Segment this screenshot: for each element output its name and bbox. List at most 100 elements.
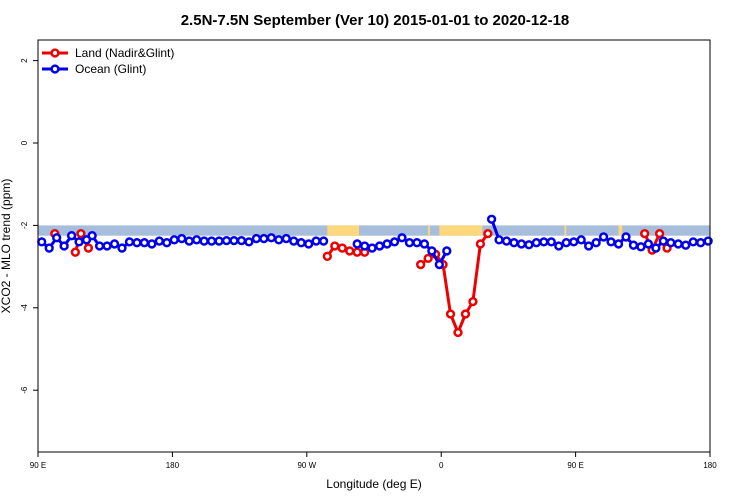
land-band-segment <box>618 225 623 236</box>
land-band-segment <box>327 225 360 236</box>
land-band-segment <box>564 225 567 236</box>
data-point <box>445 309 456 319</box>
legend-label: Ocean (Glint) <box>75 62 146 76</box>
data-point <box>419 239 430 249</box>
data-point <box>102 241 112 251</box>
x-tick-label: 0 <box>439 461 444 470</box>
y-axis-label: XCO2 - MLO trend (ppm) <box>0 179 13 314</box>
x-axis: 90 E 180 90 W 0 90 E 180 <box>30 452 717 470</box>
data-point <box>666 238 676 248</box>
data-point <box>37 237 47 247</box>
data-point <box>229 235 239 246</box>
data-point <box>52 233 62 243</box>
legend-marker <box>50 48 60 58</box>
data-point <box>199 236 209 246</box>
data-point <box>539 237 549 247</box>
data-point <box>636 242 646 252</box>
data-point <box>416 259 426 270</box>
y-tick-label: 2 <box>20 58 29 63</box>
data-point <box>59 241 69 251</box>
data-point <box>139 238 150 248</box>
data-point <box>94 241 105 251</box>
x-tick-label: 180 <box>166 461 180 470</box>
data-point <box>591 238 601 248</box>
y-axis: 2 0 -2 -4 -6 <box>20 58 38 394</box>
data-point <box>483 228 493 239</box>
data-point <box>251 233 262 244</box>
data-point <box>509 238 519 248</box>
data-point <box>70 247 80 257</box>
data-point <box>117 243 127 253</box>
data-point <box>598 232 609 242</box>
data-point <box>360 241 370 251</box>
x-tick-label: 90 E <box>567 461 583 470</box>
plot-frame <box>37 39 711 453</box>
x-tick-label: 180 <box>703 461 717 470</box>
legend-label: Land (Nadir&Glint) <box>75 46 174 60</box>
data-point <box>74 237 84 247</box>
data-point <box>475 239 486 249</box>
data-point <box>397 233 407 243</box>
data-point <box>546 237 556 247</box>
data-point <box>516 239 527 249</box>
data-point <box>382 239 392 249</box>
data-point <box>330 241 340 251</box>
data-point <box>322 251 332 261</box>
data-point <box>44 243 54 253</box>
data-point <box>192 235 202 245</box>
x-tick-label: 90 E <box>30 461 46 470</box>
land-band-segment <box>439 225 483 236</box>
data-point <box>673 239 683 249</box>
data-point <box>651 243 661 253</box>
x-axis-label: Longitude (deg E) <box>326 477 421 491</box>
data-point <box>524 240 534 250</box>
data-point <box>561 238 571 248</box>
data-point <box>389 237 400 247</box>
data-point <box>352 247 362 257</box>
data-point <box>427 246 437 256</box>
data-point <box>628 240 639 250</box>
data-point <box>259 233 269 244</box>
data-point <box>352 239 362 249</box>
data-point <box>606 237 616 247</box>
data-point <box>109 239 120 249</box>
ocean-band <box>38 225 710 236</box>
data-point <box>576 235 586 245</box>
data-point <box>531 238 542 248</box>
land-band-segment <box>428 225 430 236</box>
legend-marker <box>50 64 60 74</box>
data-point <box>337 243 347 253</box>
data-point <box>311 236 321 246</box>
data-point <box>147 239 157 249</box>
data-point <box>367 243 377 253</box>
chart-title: 2.5N-7.5N September (Ver 10) 2015-01-01 … <box>181 12 570 29</box>
data-point <box>374 241 385 251</box>
x-tick-label: 90 W <box>297 461 316 470</box>
data-point <box>654 228 665 239</box>
data-point <box>169 235 179 245</box>
y-tick-label: -2 <box>20 221 29 229</box>
data-point <box>460 309 471 319</box>
data-point <box>296 238 306 248</box>
data-point <box>87 231 97 241</box>
data-point <box>584 241 594 251</box>
data-point <box>83 243 94 253</box>
data-point <box>345 246 355 256</box>
y-tick-label: -4 <box>20 304 29 312</box>
data-point <box>304 239 314 249</box>
data-point <box>640 228 650 239</box>
data-point <box>703 236 713 246</box>
data-point <box>494 235 504 245</box>
data-point <box>281 233 291 244</box>
series-ocean <box>37 214 713 270</box>
data-point <box>501 236 512 246</box>
data-point <box>177 233 187 244</box>
data-point <box>236 235 247 246</box>
data-point <box>412 238 422 248</box>
data-point <box>289 236 299 246</box>
data-point <box>154 236 164 246</box>
data-point <box>688 237 698 247</box>
legend: Land (Nadir&Glint) Ocean (Glint) <box>42 46 174 76</box>
data-point <box>423 253 433 264</box>
data-point <box>124 237 135 247</box>
